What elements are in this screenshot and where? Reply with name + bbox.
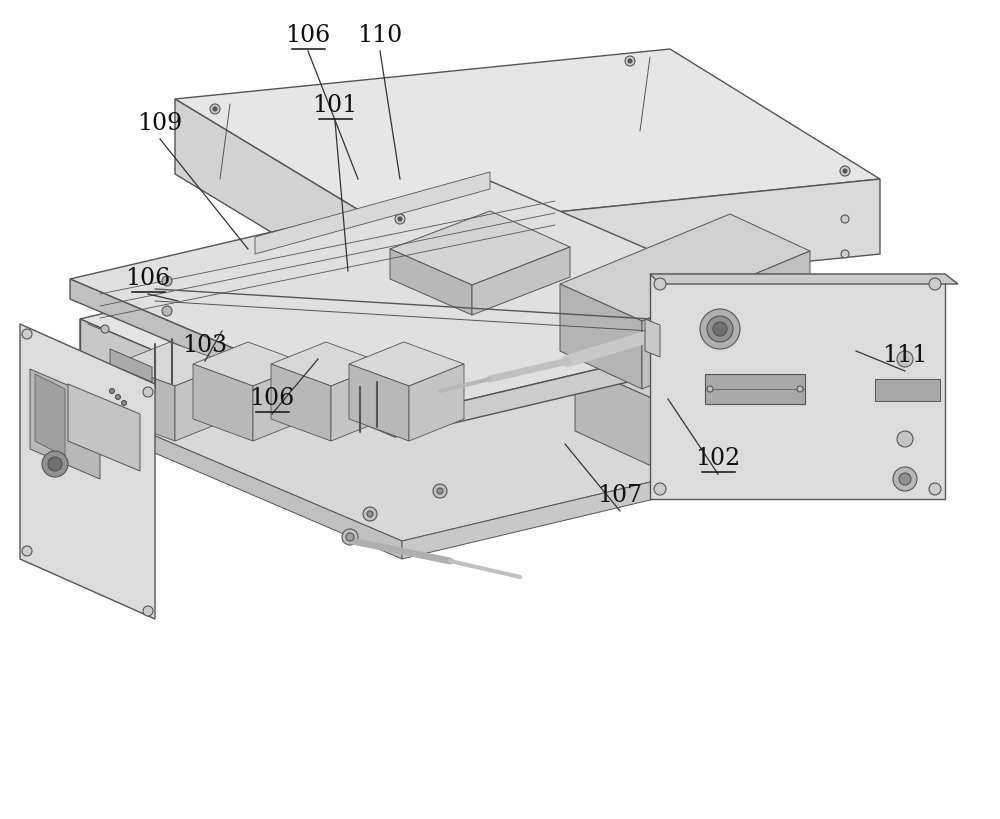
Circle shape	[707, 386, 713, 392]
Circle shape	[101, 393, 109, 401]
Polygon shape	[175, 49, 880, 229]
Polygon shape	[68, 384, 140, 471]
Polygon shape	[390, 249, 472, 315]
Text: 109: 109	[137, 112, 183, 135]
Polygon shape	[115, 342, 230, 386]
Polygon shape	[402, 359, 810, 541]
Polygon shape	[193, 342, 308, 386]
Circle shape	[797, 386, 803, 392]
Polygon shape	[253, 364, 308, 441]
Polygon shape	[255, 172, 490, 254]
Polygon shape	[390, 211, 570, 285]
Polygon shape	[30, 369, 100, 479]
Polygon shape	[70, 279, 395, 437]
Polygon shape	[35, 374, 65, 457]
Circle shape	[713, 322, 727, 336]
Circle shape	[213, 107, 217, 111]
Polygon shape	[349, 364, 409, 441]
Polygon shape	[80, 319, 402, 541]
Polygon shape	[875, 379, 940, 401]
Circle shape	[437, 488, 443, 494]
Circle shape	[929, 278, 941, 290]
Text: 110: 110	[357, 24, 403, 47]
Polygon shape	[560, 284, 642, 389]
Circle shape	[367, 511, 373, 517]
Circle shape	[654, 483, 666, 495]
Circle shape	[654, 278, 666, 290]
Text: 106: 106	[249, 387, 295, 410]
Polygon shape	[115, 364, 175, 441]
Polygon shape	[645, 319, 660, 357]
Circle shape	[22, 329, 32, 339]
Circle shape	[628, 59, 632, 63]
Circle shape	[101, 325, 109, 333]
Circle shape	[700, 309, 740, 349]
Circle shape	[843, 169, 847, 173]
Polygon shape	[175, 364, 230, 441]
Polygon shape	[175, 99, 390, 304]
Circle shape	[48, 457, 62, 471]
Polygon shape	[349, 342, 464, 386]
Polygon shape	[271, 342, 386, 386]
Circle shape	[841, 250, 849, 258]
Circle shape	[22, 546, 32, 556]
Circle shape	[143, 606, 153, 616]
Circle shape	[42, 451, 68, 477]
Polygon shape	[395, 319, 810, 437]
Polygon shape	[80, 306, 810, 541]
Polygon shape	[409, 364, 464, 441]
Polygon shape	[472, 247, 570, 315]
Circle shape	[363, 507, 377, 521]
Text: 103: 103	[182, 334, 228, 357]
Circle shape	[893, 467, 917, 491]
Polygon shape	[650, 274, 945, 499]
Polygon shape	[110, 349, 152, 382]
Polygon shape	[271, 364, 331, 441]
Polygon shape	[20, 324, 155, 619]
Circle shape	[707, 316, 733, 342]
Text: 101: 101	[312, 94, 358, 117]
Circle shape	[897, 351, 913, 367]
Circle shape	[210, 104, 220, 114]
Circle shape	[433, 484, 447, 498]
Circle shape	[841, 215, 849, 223]
Circle shape	[899, 473, 911, 485]
Circle shape	[143, 387, 153, 397]
Polygon shape	[402, 444, 810, 559]
Polygon shape	[575, 302, 810, 401]
Circle shape	[398, 217, 402, 221]
Text: 102: 102	[695, 447, 741, 470]
Circle shape	[116, 395, 120, 400]
Polygon shape	[560, 214, 810, 321]
Polygon shape	[331, 364, 386, 441]
Circle shape	[346, 533, 354, 541]
Polygon shape	[658, 339, 810, 469]
Circle shape	[110, 388, 114, 393]
Circle shape	[897, 431, 913, 447]
Polygon shape	[80, 404, 402, 559]
Circle shape	[395, 214, 405, 224]
Circle shape	[791, 433, 799, 441]
Polygon shape	[193, 364, 253, 441]
Polygon shape	[642, 251, 810, 389]
Polygon shape	[70, 181, 810, 417]
Circle shape	[162, 306, 172, 316]
Polygon shape	[390, 179, 880, 304]
Polygon shape	[80, 221, 810, 457]
Polygon shape	[575, 364, 658, 469]
Text: 106: 106	[125, 267, 171, 290]
Text: 111: 111	[882, 344, 928, 367]
Circle shape	[840, 166, 850, 176]
Text: 106: 106	[285, 24, 331, 47]
Circle shape	[625, 56, 635, 66]
Polygon shape	[650, 274, 958, 284]
Circle shape	[791, 363, 799, 371]
Circle shape	[929, 483, 941, 495]
Circle shape	[162, 276, 172, 286]
Polygon shape	[705, 374, 805, 404]
Circle shape	[122, 400, 126, 405]
Circle shape	[342, 529, 358, 545]
Text: 107: 107	[597, 484, 643, 507]
